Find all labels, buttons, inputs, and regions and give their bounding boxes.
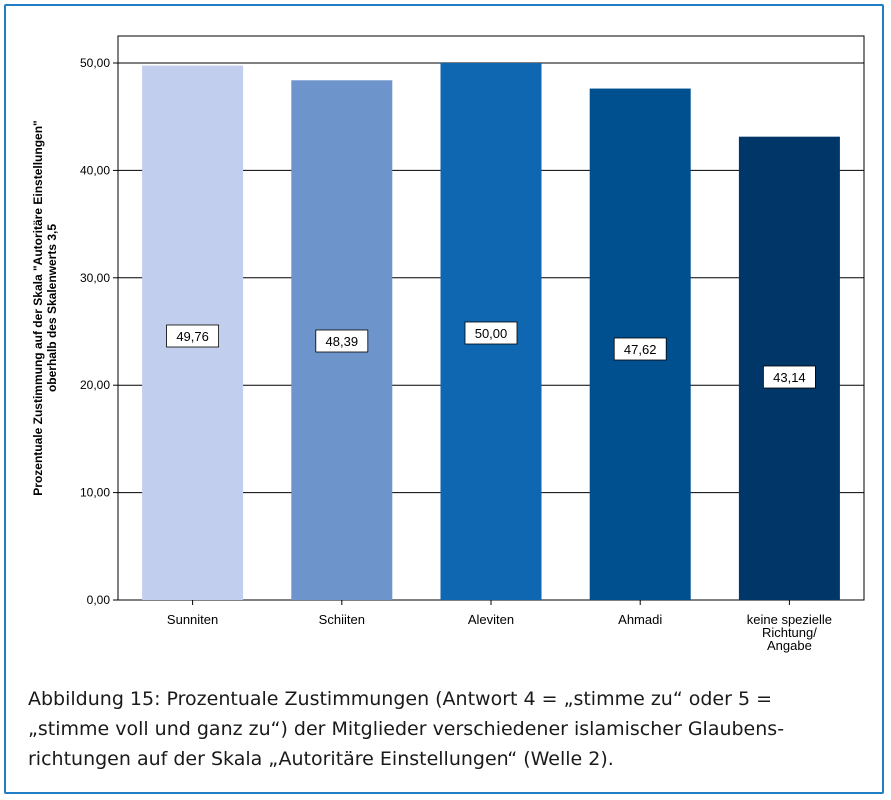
data-label-box	[166, 324, 220, 348]
y-tick-label: 30,00	[80, 271, 110, 285]
y-axis-label: Prozentuale Zustimmung auf der Skala "Au…	[31, 120, 45, 495]
data-label: 43,14	[773, 370, 806, 385]
x-category-label: Schiiten	[319, 612, 365, 627]
data-label: 48,39	[326, 334, 359, 349]
y-axis-label: oberhalb des Skalenwerts 3,5	[45, 224, 59, 392]
caption-line-3: richtungen auf der Skala „Autoritäre Ein…	[28, 748, 614, 770]
x-category-label: Aleviten	[468, 612, 514, 627]
figure-caption: Abbildung 15: Prozentuale Zustimmungen (…	[28, 684, 868, 774]
bar-chart: 0,00 10,00 20,00 30,00 40,00 50,00 49,76 48,39 5…	[31, 35, 865, 653]
data-label: 47,62	[624, 342, 657, 357]
x-category-label: Sunniten	[167, 612, 218, 627]
y-tick-label: 20,00	[80, 378, 110, 392]
data-label-box	[613, 337, 667, 361]
data-label: 49,76	[176, 329, 209, 344]
data-label-box	[464, 321, 518, 345]
y-tick-label: 50,00	[80, 56, 110, 70]
data-label-box	[315, 329, 369, 353]
x-category-label: Angabe	[767, 638, 812, 653]
y-tick-label: 40,00	[80, 163, 110, 177]
y-tick-label: 0,00	[87, 593, 111, 607]
data-label: 50,00	[475, 326, 508, 341]
caption-line-2: „stimme voll und ganz zu“) der Mitgliede…	[28, 718, 785, 740]
y-tick-label: 10,00	[80, 486, 110, 500]
caption-line-1: Abbildung 15: Prozentuale Zustimmungen (…	[28, 688, 772, 710]
x-category-label: Richtung/	[762, 625, 817, 640]
x-category-label: keine spezielle	[747, 612, 832, 627]
data-label-box	[763, 365, 816, 389]
x-category-label: Ahmadi	[618, 612, 662, 627]
